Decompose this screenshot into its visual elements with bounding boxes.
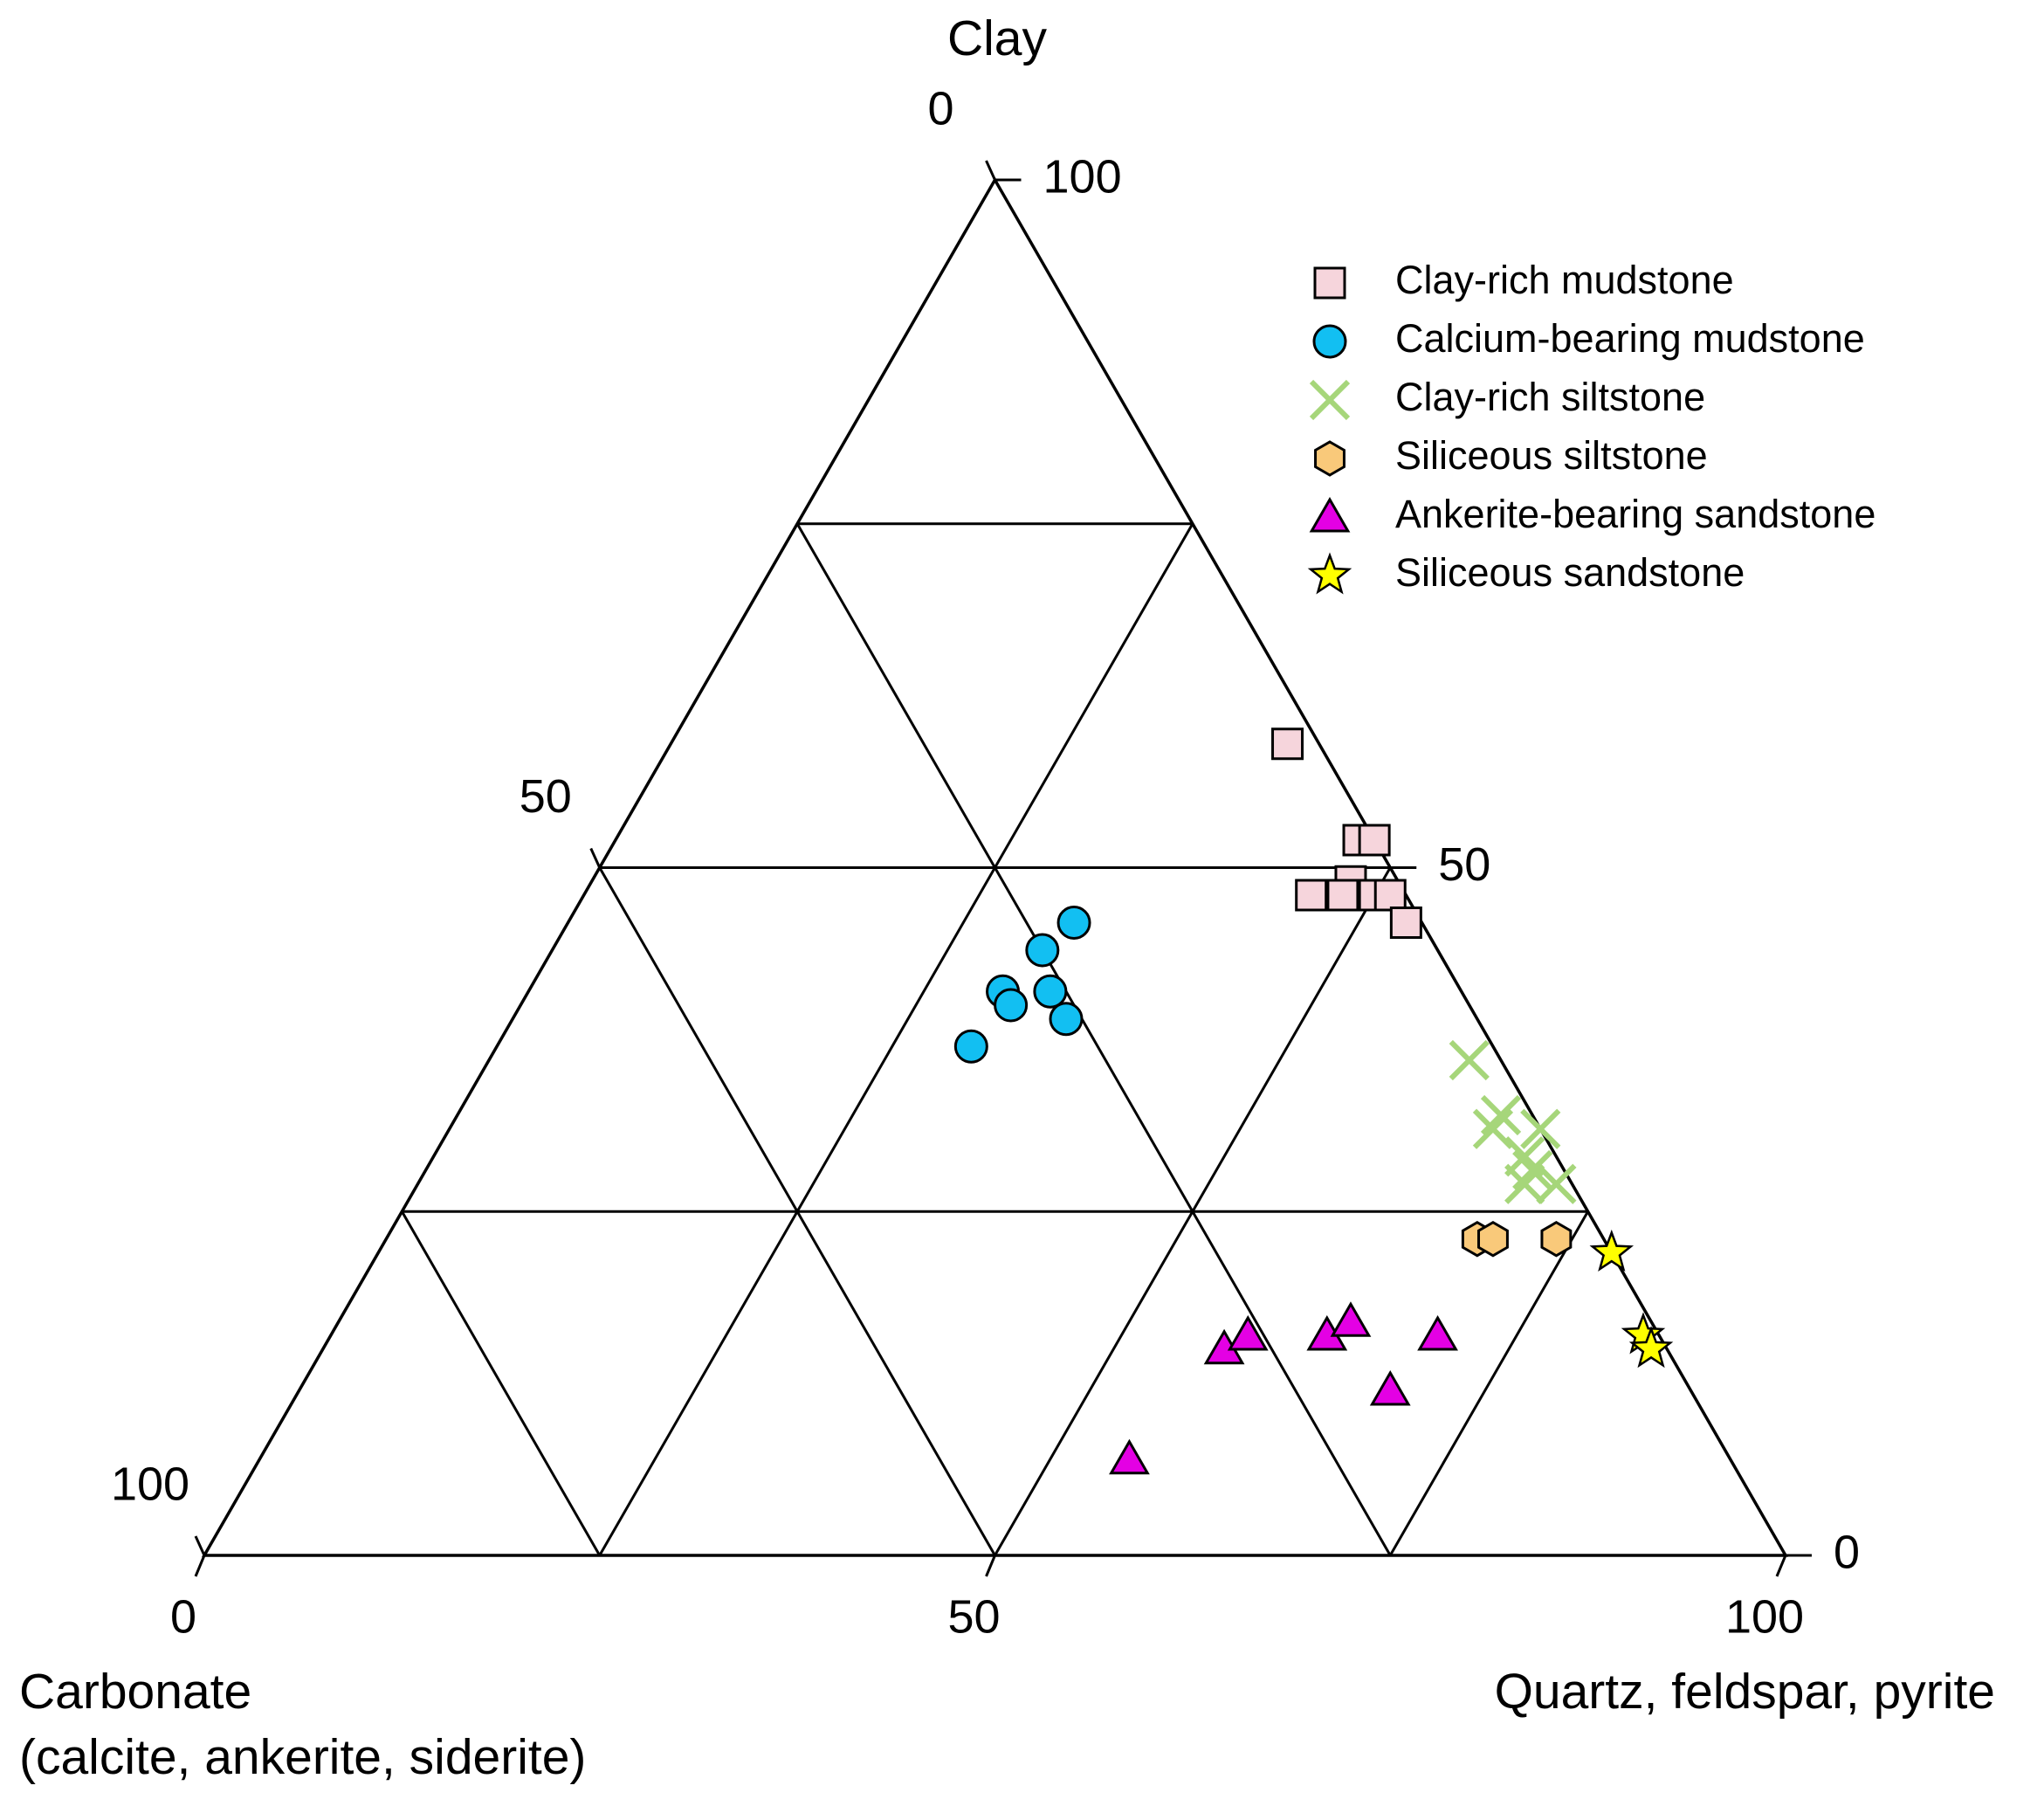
legend-label: Clay-rich siltstone [1395, 375, 1705, 419]
square-marker [1326, 879, 1359, 912]
grid-line [994, 866, 1392, 1556]
triangle-marker [1109, 1438, 1150, 1475]
star-marker [1589, 1229, 1635, 1272]
legend-marker [1307, 552, 1352, 595]
square-marker [1271, 727, 1304, 761]
x-marker [1520, 1108, 1561, 1149]
x-marker [1449, 1039, 1490, 1081]
quartz-axis-label: Quartz, feldspar, pyrite [1495, 1664, 1995, 1720]
tick-label: 50 [1438, 838, 1490, 891]
grid-line [598, 866, 996, 1556]
legend-marker [1313, 266, 1346, 300]
tick-label: 100 [1725, 1590, 1804, 1643]
tick-label: 0 [927, 82, 953, 134]
legend-label: Siliceous siltstone [1395, 433, 1708, 478]
triangle-marker [1227, 1314, 1269, 1351]
grid-line [795, 523, 1392, 1556]
triangle-marker [1330, 1301, 1372, 1337]
tick-mark [1775, 1555, 1787, 1577]
tick-mark [985, 1555, 996, 1577]
tick-mark [194, 1535, 206, 1556]
square-marker [1389, 907, 1422, 939]
star-marker [1628, 1326, 1674, 1368]
triangle-marker [1417, 1314, 1458, 1351]
x-marker [1504, 1163, 1545, 1204]
x-marker [1480, 1094, 1522, 1136]
tick-label: 50 [520, 770, 572, 823]
circle-marker [1056, 906, 1091, 940]
tick-mark [589, 847, 602, 869]
hexagon-marker [1477, 1221, 1509, 1258]
circle-marker [994, 988, 1029, 1023]
legend-label: Clay-rich mudstone [1395, 258, 1734, 302]
tick-label: 0 [170, 1590, 196, 1643]
x-marker [1536, 1163, 1577, 1204]
x-marker [1472, 1108, 1514, 1149]
legend-label: Calcium-bearing mudstone [1395, 316, 1865, 361]
tick-label: 0 [1834, 1526, 1860, 1578]
tick-label: 100 [111, 1458, 189, 1510]
triangle-marker [1369, 1370, 1411, 1406]
tick-mark [194, 1555, 206, 1577]
clay-axis-label: Clay [947, 10, 1048, 66]
tick-label: 50 [947, 1590, 1000, 1643]
grid-line [1388, 1210, 1589, 1556]
carbonate-axis-label: (calcite, ankerite, siderite) [19, 1729, 586, 1785]
legend-marker [1314, 440, 1345, 477]
circle-marker [1025, 933, 1060, 968]
square-marker [1358, 824, 1391, 857]
grid-line [598, 523, 1194, 1556]
legend-label: Ankerite-bearing sandstone [1395, 492, 1875, 536]
legend-marker [1309, 379, 1351, 421]
circle-marker [953, 1029, 988, 1064]
circle-marker [1033, 974, 1068, 1009]
grid-line [401, 1210, 602, 1556]
legend-marker [1309, 497, 1351, 533]
tick-label: 100 [1043, 150, 1122, 203]
legend-marker [1312, 324, 1347, 359]
square-marker [1295, 879, 1328, 912]
carbonate-axis-label: Carbonate [19, 1664, 251, 1720]
hexagon-marker [1540, 1221, 1573, 1258]
tick-mark [985, 160, 996, 181]
square-marker [1373, 879, 1407, 912]
circle-marker [1049, 1002, 1084, 1037]
legend-label: Siliceous sandstone [1395, 550, 1745, 595]
